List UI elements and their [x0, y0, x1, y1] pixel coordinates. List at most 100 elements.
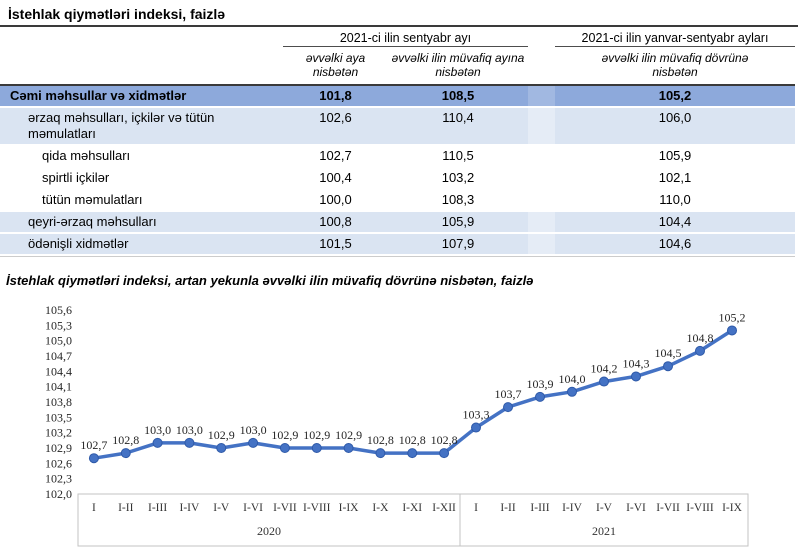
page-title: İstehlak qiymətləri indeksi, faizlə [8, 6, 226, 22]
data-point-label: 102,8 [112, 433, 139, 447]
data-point-label: 103,7 [495, 387, 522, 401]
table-row: ödənişli xidmətlər 101,5 107,9 104,6 [0, 234, 795, 256]
chart-title: İstehlak qiymətləri indeksi, artan yekun… [6, 273, 534, 288]
x-axis-year-label: 2021 [592, 524, 616, 538]
x-axis-tick: I-IX [339, 502, 359, 514]
x-axis-tick: I-VIII [303, 502, 331, 514]
x-axis-tick: I-VII [273, 502, 297, 514]
row-value: 108,5 [441, 88, 475, 103]
column-group-jan-sep: 2021-ci ilin yanvar-sentyabr ayları [555, 31, 795, 47]
table-row: qeyri-ərzaq məhsulları 100,8 105,9 104,4 [0, 212, 795, 234]
x-axis-tick: I-VI [243, 502, 263, 514]
row-label: Cəmi məhsullar və xidmətlər [10, 88, 187, 103]
data-point-marker [567, 386, 577, 397]
y-axis-tick: 102,3 [45, 472, 72, 486]
data-point-marker [439, 448, 450, 459]
row-gap [528, 146, 555, 166]
column-header-vs-prev-year-month: əvvəlki ilin müvafiq ayına nisbətən [391, 51, 525, 79]
data-point-marker [535, 391, 545, 402]
row-value: 105,9 [658, 148, 692, 163]
data-point-marker [407, 448, 418, 459]
row-label: ərzaq məhsulları, içkilər və tütün məmul… [28, 110, 215, 141]
data-point-marker [375, 448, 386, 459]
x-axis-box [77, 493, 749, 547]
x-axis-tick: I-XI [402, 502, 422, 514]
row-value: 102,6 [319, 110, 352, 125]
column-header-vs-prev-month: əvvəlki aya nisbətən [305, 51, 366, 79]
row-gap [528, 212, 555, 232]
table-row: Cəmi məhsullar və xidmətlər 101,8 108,5 105… [0, 86, 795, 108]
y-axis-tick: 104,4 [45, 364, 72, 378]
row-label: qeyri-ərzaq məhsulları [28, 214, 157, 229]
row-value: 104,4 [658, 214, 692, 229]
x-axis-tick: I-III [530, 502, 549, 514]
data-point-label: 103,0 [144, 423, 171, 437]
row-label: qida məhsulları [42, 148, 131, 163]
y-axis-tick: 103,2 [45, 426, 72, 440]
table-subheader-row: əvvəlki aya nisbətən əvvəlki ilin müvafi… [0, 47, 795, 84]
row-label: ödənişli xidmətlər [28, 236, 129, 251]
row-label: tütün məmulatları [42, 192, 143, 207]
x-axis-tick: I-VII [656, 502, 680, 514]
data-point-marker [727, 325, 737, 336]
row-value: 102,1 [658, 170, 692, 185]
x-axis-tick: I-XII [432, 502, 456, 514]
data-point-marker [279, 443, 290, 453]
data-point-label: 104,8 [687, 331, 714, 345]
row-value: 110,0 [659, 192, 691, 207]
x-axis-tick: I-V [213, 502, 230, 514]
x-axis-tick: I-X [372, 502, 389, 514]
x-axis-tick: I-IX [722, 502, 742, 514]
table-header: 2021-ci ilin sentyabr ayı 2021-ci ilin y… [0, 27, 795, 86]
y-axis-tick: 105,3 [45, 318, 72, 332]
data-point-label: 104,3 [623, 356, 650, 370]
x-axis-tick: I-III [148, 502, 167, 514]
y-axis-tick: 102,6 [45, 456, 72, 470]
table-group-header-row: 2021-ci ilin sentyabr ayı 2021-ci ilin y… [0, 27, 795, 47]
row-gap [528, 234, 555, 254]
data-point-marker [503, 402, 513, 413]
data-point-marker [471, 422, 481, 433]
data-point-marker [88, 453, 99, 464]
row-gap [528, 108, 555, 144]
x-axis-tick: I-IV [562, 502, 582, 514]
data-point-label: 104,2 [591, 362, 618, 376]
table-row: tütün məmulatları 100,0 108,3 110,0 [0, 190, 795, 212]
y-axis-tick: 105,0 [45, 334, 72, 348]
table-row: ərzaq məhsulları, içkilər və tütün məmul… [0, 108, 795, 146]
column-group-september: 2021-ci ilin sentyabr ayı [283, 31, 528, 47]
data-point-label: 103,3 [463, 408, 490, 422]
data-point-marker [184, 437, 195, 448]
data-point-marker [152, 437, 163, 448]
row-value: 110,5 [442, 148, 474, 163]
x-axis-tick: I [474, 502, 478, 514]
row-value: 101,8 [319, 88, 352, 103]
data-point-label: 102,8 [367, 433, 394, 447]
data-point-label: 102,7 [80, 438, 107, 452]
row-value: 106,0 [658, 110, 692, 125]
data-point-label: 102,8 [431, 433, 458, 447]
data-point-label: 102,8 [399, 433, 426, 447]
title-rule [0, 25, 798, 27]
row-value: 104,6 [658, 236, 692, 251]
data-point-marker [663, 361, 673, 372]
data-point-marker [599, 376, 609, 387]
data-point-marker [248, 437, 259, 448]
row-value: 108,3 [441, 192, 475, 207]
row-gap [528, 190, 555, 210]
row-value: 100,8 [319, 214, 352, 229]
row-value: 101,5 [319, 236, 352, 251]
row-value: 103,2 [441, 170, 475, 185]
y-axis-tick: 103,5 [45, 410, 72, 424]
y-axis-tick: 105,6 [45, 303, 72, 317]
row-value: 107,9 [441, 236, 475, 251]
column-header-vs-prev-period: əvvəlki ilin müvafiq dövrünə nisbətən [601, 51, 749, 79]
data-point-marker [695, 345, 705, 356]
data-point-label: 104,5 [655, 346, 682, 360]
data-point-label: 104,0 [559, 372, 586, 386]
data-point-label: 103,9 [527, 377, 554, 391]
y-axis-tick: 104,1 [45, 380, 72, 394]
x-axis-tick: I-VIII [686, 502, 714, 514]
y-axis-tick: 104,7 [45, 349, 72, 363]
row-value: 105,9 [441, 214, 475, 229]
